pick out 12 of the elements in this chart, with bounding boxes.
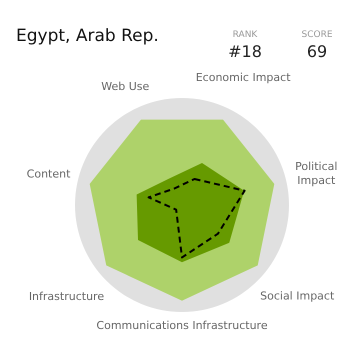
chart-title: Egypt, Arab Rep. bbox=[16, 26, 159, 46]
text: SCORE bbox=[300, 30, 334, 40]
spoke-label: Political Impact bbox=[295, 160, 338, 188]
spoke-label: Social Impact bbox=[260, 290, 335, 303]
spoke-label: Communications Infrastructure bbox=[96, 318, 268, 332]
spoke-label: Economic Impact bbox=[196, 70, 292, 84]
spoke-label: Web Use bbox=[101, 80, 150, 94]
spoke-label: Content bbox=[26, 167, 72, 180]
text: 69 bbox=[306, 42, 328, 61]
spoke-label: Infrastructure bbox=[28, 290, 104, 304]
text: RANK bbox=[232, 30, 258, 40]
text: #18 bbox=[227, 42, 263, 61]
